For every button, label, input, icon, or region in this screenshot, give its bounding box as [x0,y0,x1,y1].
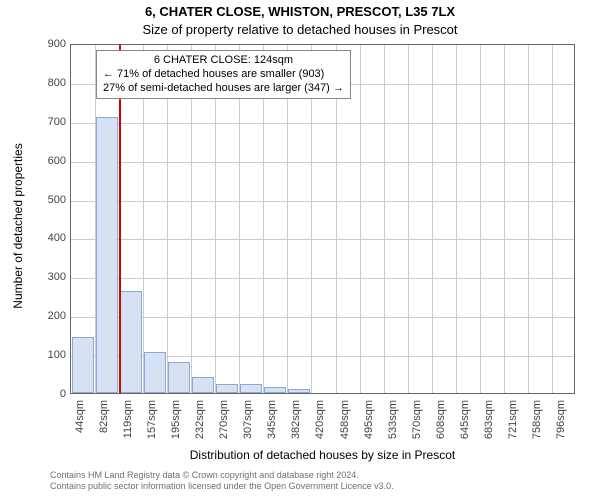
gridline-v [504,45,505,393]
histogram-bar [264,387,286,393]
xtick-label: 382sqm [290,400,302,439]
gridline-h [71,239,574,240]
xtick-label: 345sqm [266,400,278,439]
xtick-label: 44sqm [74,400,86,433]
gridline-v [528,45,529,393]
ytick-label: 500 [48,194,66,206]
footer-line: Contains public sector information licen… [50,481,600,492]
ytick-label: 600 [48,155,66,167]
annotation-line: ← 71% of detached houses are smaller (90… [103,68,344,82]
xtick-label: 232sqm [194,400,206,439]
histogram-bar [240,384,262,393]
histogram-bar [288,389,310,393]
xtick-label: 420sqm [314,400,326,439]
xtick-label: 307sqm [242,400,254,439]
gridline-h [71,317,574,318]
gridline-h [71,278,574,279]
ytick-label: 200 [48,310,66,322]
xtick-label: 458sqm [339,400,351,439]
xtick-label: 645sqm [459,400,471,439]
gridline-v [480,45,481,393]
xtick-label: 796sqm [555,400,567,439]
xtick-label: 533sqm [387,400,399,439]
histogram-bar [72,337,94,393]
ytick-label: 800 [48,77,66,89]
gridline-v [384,45,385,393]
chart-title-main: 6, CHATER CLOSE, WHISTON, PRESCOT, L35 7… [0,4,600,19]
xtick-label: 270sqm [218,400,230,439]
histogram-bar [120,291,142,393]
gridline-v [552,45,553,393]
annotation-line: 6 CHATER CLOSE: 124sqm [103,54,344,68]
gridline-v [432,45,433,393]
gridline-v [408,45,409,393]
gridline-v [360,45,361,393]
ytick-label: 900 [48,38,66,50]
footer-line: Contains HM Land Registry data © Crown c… [50,470,600,481]
xtick-label: 157sqm [146,400,158,439]
xtick-label: 758sqm [531,400,543,439]
gridline-h [71,162,574,163]
xtick-label: 608sqm [435,400,447,439]
annotation-box: 6 CHATER CLOSE: 124sqm← 71% of detached … [96,50,351,99]
annotation-line: 27% of semi-detached houses are larger (… [103,82,344,96]
xtick-label: 721sqm [507,400,519,439]
histogram-bar [144,352,166,393]
xtick-label: 119sqm [122,400,134,438]
xtick-label: 570sqm [411,400,423,439]
y-axis-label: Number of detached properties [11,51,25,401]
gridline-h [71,201,574,202]
ytick-label: 700 [48,116,66,128]
histogram-bar [168,362,190,393]
x-axis-label: Distribution of detached houses by size … [70,448,575,462]
ytick-label: 300 [48,271,66,283]
gridline-v [456,45,457,393]
ytick-label: 0 [60,388,66,400]
ytick-label: 400 [48,232,66,244]
histogram-bar [216,384,238,393]
ytick-label: 100 [48,349,66,361]
chart-title-sub: Size of property relative to detached ho… [0,22,600,37]
footer-attribution: Contains HM Land Registry data © Crown c… [0,470,600,492]
histogram-bar [96,117,118,393]
xtick-label: 495sqm [363,400,375,439]
xtick-label: 683sqm [483,400,495,439]
xtick-label: 195sqm [170,400,182,439]
gridline-h [71,123,574,124]
histogram-bar [192,377,214,393]
xtick-label: 82sqm [98,400,110,433]
